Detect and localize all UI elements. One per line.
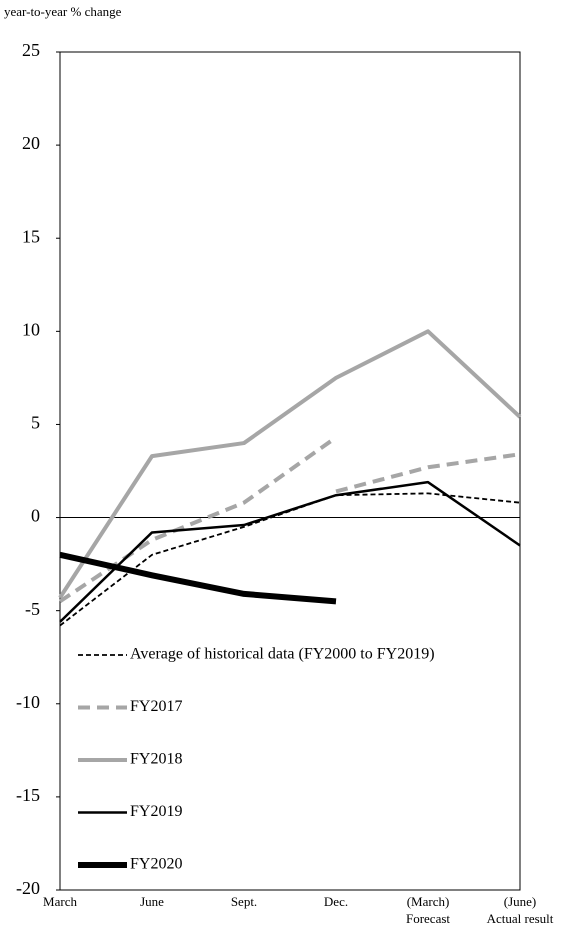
legend-label: FY2020 xyxy=(130,856,182,873)
series-line xyxy=(58,329,522,599)
y-axis-label: year-to-year % change xyxy=(4,4,122,19)
legend-label: FY2019 xyxy=(130,803,182,820)
legend-label: Average of historical data (FY2000 to FY… xyxy=(130,646,435,663)
y-tick-label: -20 xyxy=(16,878,40,898)
plot-frame xyxy=(59,51,521,891)
x-tick-label: (June) xyxy=(504,894,537,909)
x-tick-note: Actual result xyxy=(487,911,554,926)
series-line xyxy=(59,551,337,605)
x-tick-note: Forecast xyxy=(406,911,450,926)
legend-label: FY2018 xyxy=(130,751,182,768)
y-tick-label: 10 xyxy=(22,319,40,339)
series-line xyxy=(58,435,338,604)
x-tick-label: Dec. xyxy=(324,894,348,909)
series-line xyxy=(59,480,521,623)
y-tick-label: -5 xyxy=(25,599,40,619)
series-line xyxy=(335,452,521,494)
legend-label: FY2017 xyxy=(130,698,182,715)
y-tick-label: -10 xyxy=(16,692,40,712)
series-line xyxy=(59,492,521,627)
y-tick-label: 0 xyxy=(31,506,40,526)
x-tick-label: March xyxy=(43,894,77,909)
y-tick-label: 5 xyxy=(31,413,40,433)
x-tick-label: Sept. xyxy=(231,894,257,909)
y-tick-label: 20 xyxy=(22,133,40,153)
y-tick-label: 15 xyxy=(22,226,40,246)
y-tick-label: 25 xyxy=(22,40,40,60)
x-tick-label: (March) xyxy=(407,894,450,909)
x-tick-label: June xyxy=(140,894,164,909)
y-tick-label: -15 xyxy=(16,785,40,805)
